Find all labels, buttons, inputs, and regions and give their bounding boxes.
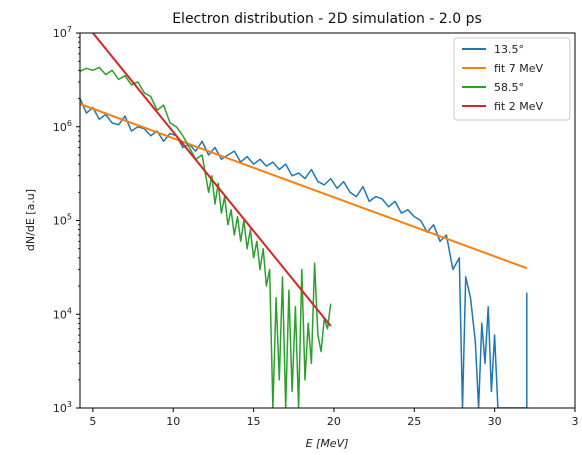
x-tick-label: 25: [407, 415, 421, 428]
legend-label-1: fit 7 MeV: [494, 62, 543, 75]
legend-label-3: fit 2 MeV: [494, 100, 543, 113]
x-tick-label: 20: [327, 415, 341, 428]
y-tick-label: 105: [53, 213, 72, 228]
x-tick-label: 5: [89, 415, 96, 428]
x-tick-label: 15: [247, 415, 261, 428]
y-tick-label: 107: [53, 25, 72, 40]
legend-label-0: 13.5°: [494, 43, 524, 56]
series-line-2: [80, 66, 332, 408]
series-line-3: [92, 33, 332, 327]
x-axis-ticks: 5 10 15 20 25 30 3: [89, 408, 579, 428]
x-tick-label: 3: [572, 415, 579, 428]
y-axis-ticks: 103 104 105 106 107: [53, 25, 80, 415]
y-tick-label: 104: [53, 306, 72, 321]
legend: 13.5° fit 7 MeV 58.5° fit 2 MeV: [453, 37, 571, 121]
series-line-1: [80, 103, 528, 270]
series-line-0: [80, 98, 528, 408]
x-tick-label: 10: [166, 415, 180, 428]
series-layer: [80, 33, 528, 408]
x-axis-label: E [MeV]: [306, 437, 349, 450]
y-tick-label: 103: [53, 400, 72, 415]
chart-title: Electron distribution - 2D simulation - …: [172, 11, 482, 27]
legend-box: [453, 37, 571, 121]
y-tick-label: 106: [53, 119, 72, 134]
x-tick-label: 30: [488, 415, 502, 428]
y-axis-label: dN/dE [a.u]: [24, 189, 37, 251]
legend-label-2: 58.5°: [494, 81, 524, 94]
